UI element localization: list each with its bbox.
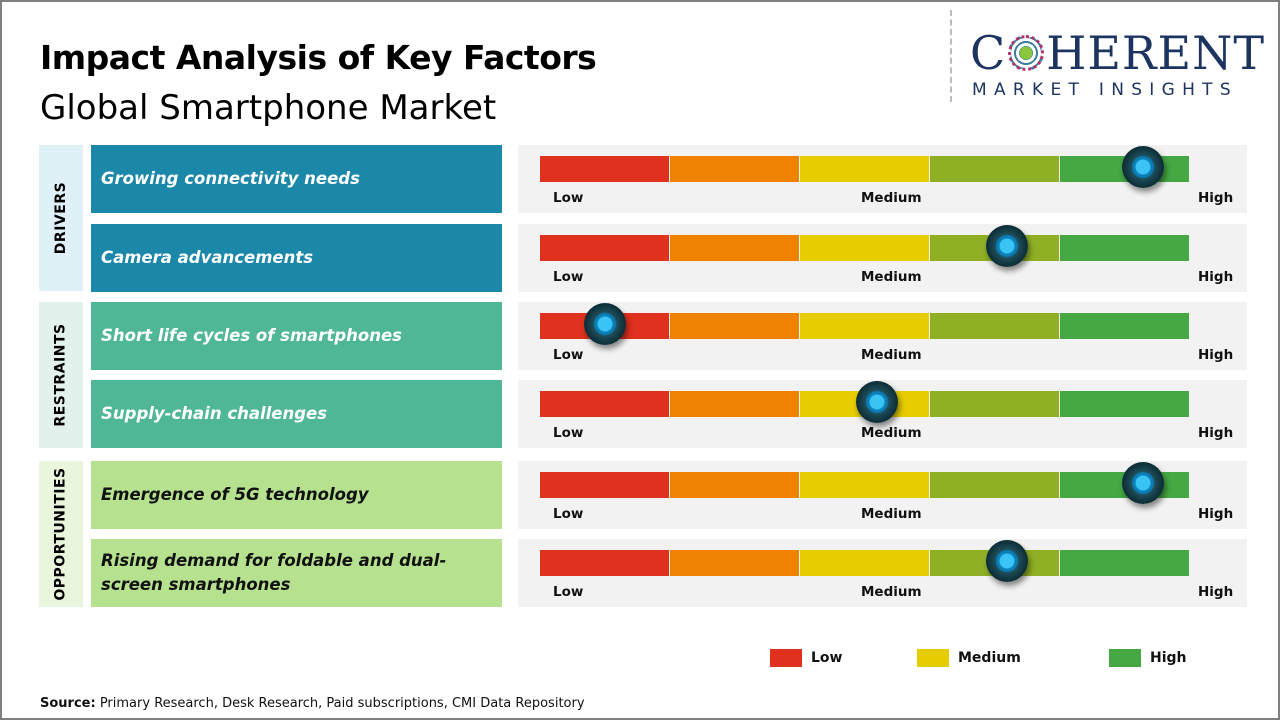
- factor-label: Camera advancements: [91, 224, 502, 292]
- tick-low: Low: [553, 584, 584, 600]
- category-label: OPPORTUNITIES: [53, 467, 70, 601]
- logo-divider: [950, 10, 952, 102]
- gauge-segment: [1060, 313, 1189, 339]
- gauge-segment: [930, 156, 1059, 182]
- impact-indicator: [1121, 146, 1164, 188]
- tick-high: High: [1198, 269, 1234, 285]
- category-drivers: DRIVERS: [39, 145, 83, 291]
- tick-medium: Medium: [861, 584, 922, 600]
- tick-high: High: [1198, 425, 1234, 441]
- category-label: DRIVERS: [53, 181, 69, 255]
- tick-medium: Medium: [861, 269, 922, 285]
- legend-swatch: [770, 649, 802, 667]
- gauge-segment: [1060, 391, 1189, 417]
- legend-label: High: [1150, 650, 1187, 666]
- gauge-segment: [670, 391, 799, 417]
- gauge-segment: [540, 156, 669, 182]
- gauge-segment: [670, 156, 799, 182]
- gauge-segment: [930, 391, 1059, 417]
- category-opportunities: OPPORTUNITIES: [39, 461, 83, 607]
- gauge-segment: [540, 235, 669, 261]
- gauge-segment: [800, 313, 929, 339]
- factor-label: Supply-chain challenges: [91, 380, 502, 448]
- tick-medium: Medium: [861, 506, 922, 522]
- factor-label: Growing connectivity needs: [91, 145, 502, 213]
- impact-indicator: [1121, 462, 1164, 504]
- impact-gauge: Low Medium High: [518, 145, 1247, 213]
- gauge-bar: [540, 313, 1190, 339]
- gauge-segment: [670, 472, 799, 498]
- gauge-segment: [540, 550, 669, 576]
- factor-label: Rising demand for foldable and dual-scre…: [91, 539, 502, 607]
- page-title: Impact Analysis of Key Factors: [40, 38, 597, 77]
- tick-medium: Medium: [861, 190, 922, 206]
- gauge-segment: [670, 235, 799, 261]
- legend-label: Low: [811, 650, 843, 666]
- logo-subtitle: MARKET INSIGHTS: [972, 80, 1238, 100]
- gauge-segment: [1060, 235, 1189, 261]
- gauge-bar: [540, 235, 1190, 261]
- gauge-segment: [930, 472, 1059, 498]
- tick-low: Low: [553, 190, 584, 206]
- gauge-bar: [540, 472, 1190, 498]
- gauge-segment: [800, 235, 929, 261]
- source-text: Primary Research, Desk Research, Paid su…: [95, 696, 585, 711]
- tick-high: High: [1198, 190, 1234, 206]
- gauge-segment: [800, 550, 929, 576]
- gauge-segment: [540, 472, 669, 498]
- page-subtitle: Global Smartphone Market: [40, 88, 497, 128]
- impact-gauge: Low Medium High: [518, 302, 1247, 370]
- impact-indicator: [985, 225, 1028, 267]
- legend-item: Medium: [917, 649, 1021, 667]
- source-note: Source: Primary Research, Desk Research,…: [40, 696, 585, 711]
- tick-high: High: [1198, 347, 1234, 363]
- category-restraints: RESTRAINTS: [39, 302, 83, 448]
- logo: C HERENT: [970, 26, 1266, 80]
- gauge-segment: [800, 472, 929, 498]
- impact-indicator: [985, 540, 1028, 582]
- tick-medium: Medium: [861, 425, 922, 441]
- factor-label: Short life cycles of smartphones: [91, 302, 502, 370]
- gauge-segment: [800, 156, 929, 182]
- globe-icon: [1008, 35, 1045, 71]
- gauge-bar: [540, 156, 1190, 182]
- gauge-bar: [540, 550, 1190, 576]
- impact-gauge: Low Medium High: [518, 461, 1247, 529]
- legend-item: Low: [770, 649, 842, 667]
- factor-label: Emergence of 5G technology: [91, 461, 502, 529]
- tick-low: Low: [553, 347, 584, 363]
- gauge-segment: [670, 313, 799, 339]
- tick-high: High: [1198, 506, 1234, 522]
- gauge-bar: [540, 391, 1190, 417]
- tick-medium: Medium: [861, 347, 922, 363]
- category-label: RESTRAINTS: [53, 323, 69, 427]
- source-label: Source:: [40, 696, 96, 711]
- gauge-segment: [1060, 550, 1189, 576]
- gauge-segment: [670, 550, 799, 576]
- tick-low: Low: [553, 506, 584, 522]
- gauge-segment: [540, 391, 669, 417]
- tick-low: Low: [553, 269, 584, 285]
- tick-low: Low: [553, 425, 584, 441]
- tick-high: High: [1198, 584, 1234, 600]
- legend-swatch: [917, 649, 949, 667]
- impact-indicator: [583, 303, 626, 345]
- impact-gauge: Low Medium High: [518, 224, 1247, 292]
- impact-gauge: Low Medium High: [518, 539, 1247, 607]
- legend-label: Medium: [958, 650, 1021, 666]
- gauge-segment: [930, 313, 1059, 339]
- legend-swatch: [1109, 649, 1141, 667]
- legend-item: High: [1109, 649, 1187, 667]
- impact-gauge: Low Medium High: [518, 380, 1247, 448]
- impact-indicator: [855, 381, 898, 423]
